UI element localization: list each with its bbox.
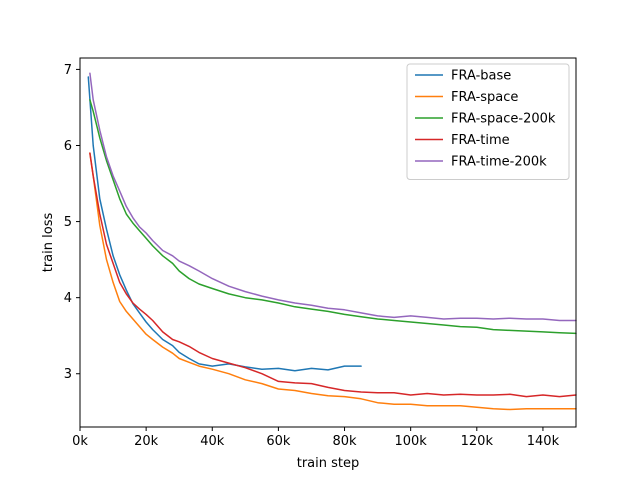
x-tick-label: 40k (200, 434, 225, 449)
legend-box (406, 63, 570, 180)
series-line-fra-base (87, 76, 362, 372)
series-line-fra-space (89, 152, 577, 411)
y-axis-label: train loss (41, 213, 56, 273)
x-tick-label: 20k (134, 434, 159, 449)
legend-entry-label: FRA-base (451, 69, 511, 84)
y-tick-label: 3 (64, 367, 72, 382)
legend-entry-label: FRA-space-200k (451, 112, 556, 127)
legend-entry-label: FRA-time-200k (451, 155, 547, 170)
x-tick-label: 100k (394, 434, 427, 449)
x-tick-label: 0k (72, 434, 88, 449)
x-axis-label: train step (297, 456, 360, 471)
y-tick-label: 5 (64, 215, 72, 230)
y-tick-label: 7 (64, 63, 72, 78)
series-layer (87, 72, 577, 411)
series-line-fra-time-200k (89, 72, 577, 322)
series-line-fra-space-200k (89, 99, 577, 335)
plot-frame (79, 57, 577, 428)
x-tick-label: 120k (461, 434, 494, 449)
y-tick-label: 4 (64, 291, 72, 306)
x-tick-label: 140k (527, 434, 560, 449)
legend: FRA-base FRA-space FRA-space-200k FRA-time F… (406, 63, 570, 180)
legend-entry-label: FRA-time (451, 133, 510, 148)
y-tick-label: 6 (64, 139, 72, 154)
x-tick-label: 60k (266, 434, 291, 449)
x-axis: 0k 20k 40k 60k 80k 100k 120k 140k (72, 427, 560, 449)
legend-entry-label: FRA-space (451, 90, 518, 105)
series-line-fra-time (89, 152, 577, 398)
y-axis: 3 4 5 6 7 (64, 63, 80, 382)
x-tick-label: 80k (332, 434, 357, 449)
